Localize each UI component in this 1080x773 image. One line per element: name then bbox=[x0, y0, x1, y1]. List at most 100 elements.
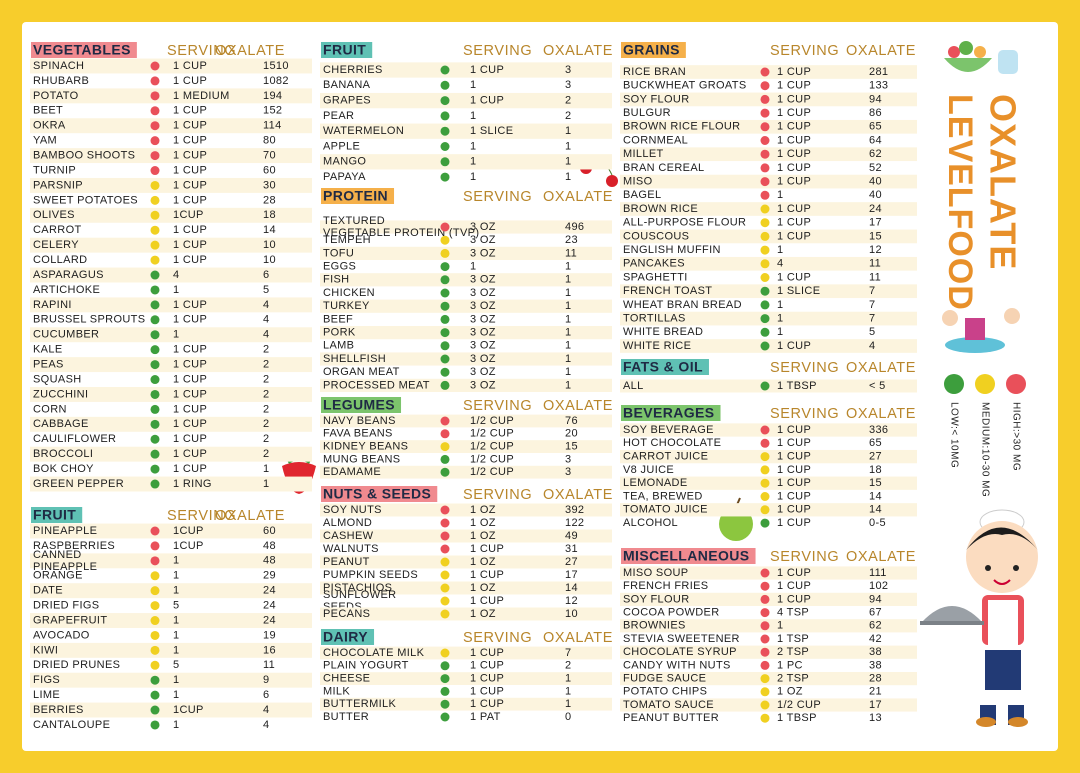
food-name: BULGUR bbox=[623, 107, 671, 119]
food-name: YAM bbox=[33, 135, 57, 147]
oxalate-value: 1 bbox=[565, 673, 571, 685]
oxalate-value: 11 bbox=[869, 258, 881, 270]
serving-header: SERVING bbox=[167, 43, 236, 59]
oxalate-value: 7 bbox=[565, 647, 571, 659]
kids-cake bbox=[942, 308, 1020, 353]
food-name: PANCAKES bbox=[623, 258, 685, 270]
row-stripe bbox=[320, 220, 612, 234]
serving: 3 OZ bbox=[470, 247, 496, 259]
oxalate-value: 4 bbox=[263, 704, 269, 716]
oxalate-value: 14 bbox=[263, 224, 276, 236]
serving: 1 CUP bbox=[777, 580, 811, 592]
level-dot bbox=[760, 341, 770, 351]
oxalate-value: 31 bbox=[565, 543, 578, 555]
serving: 1 CUP bbox=[173, 164, 207, 176]
food-name: PINEAPPLE bbox=[33, 525, 97, 537]
serving: 1 bbox=[173, 674, 179, 686]
level-dot bbox=[150, 464, 160, 474]
food-name: CHOCOLATE MILK bbox=[323, 647, 425, 659]
level-dot bbox=[440, 570, 450, 580]
level-dot bbox=[760, 218, 770, 228]
row-stripe bbox=[320, 529, 612, 543]
oxalate-value: 2 bbox=[263, 373, 269, 385]
serving: 1 bbox=[173, 644, 179, 656]
oxalate-value: 3 bbox=[565, 453, 571, 465]
row-stripe bbox=[320, 503, 612, 517]
level-dot bbox=[440, 686, 450, 696]
oxalate-value: 2 bbox=[263, 418, 269, 430]
food-name: TEMPEH bbox=[323, 234, 371, 246]
food-name: CORNMEAL bbox=[623, 134, 688, 146]
level-dot bbox=[150, 660, 160, 670]
serving: 1 CUP bbox=[173, 314, 207, 326]
food-name: LEMONADE bbox=[623, 477, 688, 489]
serving: 1 CUP bbox=[173, 120, 207, 132]
serving: 1 CUP bbox=[777, 477, 811, 489]
level-dot bbox=[150, 705, 160, 715]
oxalate-value: 27 bbox=[869, 451, 882, 463]
level-dot bbox=[150, 166, 160, 176]
level-dot bbox=[760, 177, 770, 187]
level-dot bbox=[440, 454, 450, 464]
food-name: HOT CHOCOLATE bbox=[623, 437, 721, 449]
level-dot bbox=[440, 248, 450, 258]
food-name: EDAMAME bbox=[323, 466, 381, 478]
serving: 1 CUP bbox=[777, 66, 811, 78]
food-name: CANTALOUPE bbox=[33, 719, 110, 731]
row-stripe bbox=[30, 386, 312, 402]
oxalate-value: 1 bbox=[565, 300, 571, 312]
food-name: FUDGE SAUCE bbox=[623, 673, 706, 685]
section-title: FRUIT bbox=[33, 507, 76, 523]
level-dot bbox=[150, 375, 160, 385]
oxalate-value: 10 bbox=[565, 608, 578, 620]
food-name: DRIED FIGS bbox=[33, 600, 99, 612]
level-dot bbox=[440, 648, 450, 658]
oxalate-value: 194 bbox=[263, 90, 282, 102]
serving: 1 bbox=[470, 261, 476, 273]
oxalate-value: 3 bbox=[565, 64, 571, 76]
serving: 5 bbox=[173, 600, 179, 612]
food-name: V8 JUICE bbox=[623, 464, 674, 476]
level-dot bbox=[760, 425, 770, 435]
serving: 1 CUP bbox=[777, 517, 811, 529]
food-name: LAMB bbox=[323, 340, 354, 352]
oxalate-value: 1510 bbox=[263, 60, 289, 72]
level-dot bbox=[440, 172, 450, 182]
row-stripe bbox=[30, 357, 312, 373]
level-dot bbox=[760, 660, 770, 670]
food-name: MILK bbox=[323, 685, 350, 697]
level-dot bbox=[440, 699, 450, 709]
level-dot bbox=[150, 526, 160, 536]
food-name: MANGO bbox=[323, 156, 366, 168]
level-dot bbox=[760, 122, 770, 132]
oxalate-value: 20 bbox=[565, 428, 578, 440]
food-name: CHERRIES bbox=[323, 64, 383, 76]
oxalate-value: < 5 bbox=[869, 380, 886, 392]
legend-label: MEDIUM:10-30 MG bbox=[979, 402, 990, 497]
row-stripe bbox=[320, 465, 612, 479]
serving: 1 CUP bbox=[173, 149, 207, 161]
row-stripe bbox=[320, 299, 612, 313]
serving: 1/2 CUP bbox=[470, 466, 514, 478]
level-dot bbox=[150, 404, 160, 414]
oxalate-value: 122 bbox=[565, 517, 584, 529]
level-dot bbox=[150, 240, 160, 250]
serving: 1 CUP bbox=[173, 75, 207, 87]
serving: 1 CUP bbox=[173, 448, 207, 460]
food-name: BOK CHOY bbox=[33, 463, 94, 475]
level-dot bbox=[150, 285, 160, 295]
oxalate-value: 1 bbox=[565, 353, 571, 365]
oxalate-value: 1 bbox=[565, 313, 571, 325]
row-stripe bbox=[320, 646, 612, 660]
level-dot bbox=[760, 478, 770, 488]
oxalate-value: 2 bbox=[263, 359, 269, 371]
food-name: PEAS bbox=[33, 359, 64, 371]
level-dot bbox=[760, 108, 770, 118]
food-name: RHUBARB bbox=[33, 75, 89, 87]
oxalate-value: 76 bbox=[565, 415, 578, 427]
serving: 1 OZ bbox=[470, 517, 496, 529]
row-stripe bbox=[30, 583, 312, 599]
food-name: WATERMELON bbox=[323, 125, 404, 137]
level-dot bbox=[150, 360, 160, 370]
food-name: ALCOHOL bbox=[623, 517, 678, 529]
